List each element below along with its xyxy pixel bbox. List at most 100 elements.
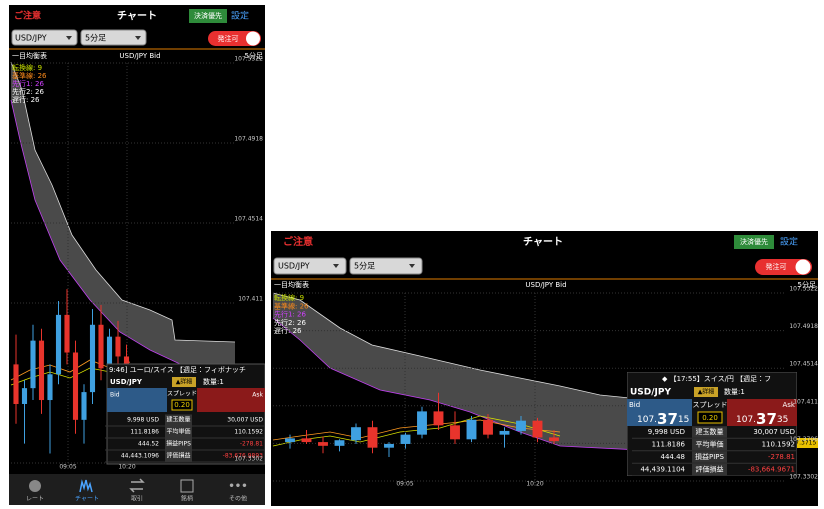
indicator-param: 遅行: 26: [12, 95, 40, 104]
ask-price-big: 37: [756, 410, 777, 428]
detail[interactable]: ▲詳細: [698, 388, 715, 396]
row-label: 損益PIPS: [695, 452, 725, 461]
y-tick-label: 107.411: [793, 398, 818, 405]
row-value: 444.52: [138, 441, 159, 448]
y-tick-label: 107.5322: [789, 286, 818, 293]
nav-item[interactable]: チャート: [75, 496, 99, 503]
candle-body: [21, 388, 28, 404]
y-tick-label: 107.4918: [234, 136, 263, 143]
spread: 0.20: [702, 414, 718, 422]
candle-body: [72, 352, 79, 420]
candle-body: [549, 437, 559, 442]
pair-select[interactable]: [11, 29, 78, 46]
bid-price-head: 107.: [637, 415, 657, 425]
row-value: -278.81: [240, 441, 263, 448]
ask[interactable]: Ask: [783, 401, 796, 409]
settings[interactable]: 設定: [231, 11, 249, 22]
candle-body: [47, 374, 53, 401]
nav-item[interactable]: 銘柄: [181, 495, 193, 503]
nav-item[interactable]: その他: [229, 495, 247, 503]
candle-body: [318, 442, 328, 446]
bid-cell[interactable]: [107, 388, 167, 412]
ask-cell[interactable]: [727, 399, 797, 426]
row-value: 30,007 USD: [753, 428, 795, 436]
row-value: 110.1592: [762, 441, 795, 449]
candle-body: [499, 430, 510, 435]
row-label-bg: [692, 451, 727, 463]
quantity: 数量:1: [724, 387, 745, 396]
nav-bar: ••• レート チャート 取引 銘柄 その他: [9, 474, 265, 505]
indicator-param: 転換線: 9: [12, 63, 42, 72]
candle-body: [38, 340, 45, 401]
row-label: 平均単価: [696, 440, 724, 449]
indicator-param: 基準線: 26: [274, 301, 309, 310]
row-value: 111.8186: [652, 441, 686, 449]
y-tick-label: 107.5322: [234, 56, 263, 63]
candle-body: [13, 364, 19, 404]
ask-cell[interactable]: [197, 388, 265, 412]
priority-label[interactable]: 決済優先: [740, 237, 768, 246]
timeframe-label[interactable]: 5分足: [354, 262, 375, 271]
y-tick-label: 107.3302: [234, 456, 263, 463]
caution[interactable]: ご注意: [14, 10, 41, 22]
row-value: -83,664.9671: [748, 466, 795, 474]
order-label[interactable]: 発注可: [218, 34, 239, 43]
row-value: -83,676.9893: [223, 453, 264, 460]
pair-label[interactable]: USD/JPY: [15, 34, 47, 43]
caution[interactable]: ご注意: [283, 235, 313, 248]
timeframe-label[interactable]: 5分足: [85, 34, 106, 43]
row-label: 平均単価: [166, 428, 190, 436]
indicator-param: 遅行: 26: [274, 326, 302, 335]
ask-price-head: 107.: [736, 415, 756, 425]
spread-label: スプレッド: [167, 391, 197, 398]
bid-cell[interactable]: [627, 399, 692, 426]
row-value: 30,007 USD: [227, 417, 263, 424]
bid[interactable]: Bid: [629, 401, 640, 409]
candle-body: [450, 425, 460, 440]
chart-timeframe: 5分足: [798, 280, 816, 289]
candle-body: [301, 438, 312, 443]
timeframe-select[interactable]: [80, 29, 147, 46]
phone-screen: ご注意 チャート 決済優先 設定 USD/JPY 5分足 発注可 一目均衡表 U…: [9, 5, 265, 505]
settings[interactable]: 設定: [780, 237, 798, 248]
candle-body: [64, 314, 70, 353]
detail[interactable]: ▲詳細: [176, 378, 193, 386]
detail-button[interactable]: [694, 387, 718, 397]
nav-item[interactable]: 取引: [131, 495, 143, 503]
indicator: 一目均衡表: [12, 51, 47, 60]
priority-label[interactable]: 決済優先: [194, 11, 222, 20]
pair-label[interactable]: USD/JPY: [278, 262, 310, 271]
indicator-param: 転換線: 9: [274, 293, 304, 302]
candle-body: [351, 427, 361, 441]
bid-price[interactable]: 107.3715: [637, 410, 689, 428]
order-panel: 9:46] ユーロ/スイス 【週足：フィボナッチ USD/JPY ▲詳細 数量:…: [105, 363, 265, 465]
indicator-param: 先行2: 26: [12, 87, 44, 96]
ask-price[interactable]: 107.3735: [736, 410, 788, 428]
y-tick-label: 107.4918: [789, 323, 818, 330]
symbol: USD/JPY Bid: [525, 281, 566, 289]
candle-body: [115, 336, 121, 357]
row-label-bg: [165, 438, 192, 450]
nav-icon: [29, 480, 41, 492]
timeframe-select[interactable]: [349, 257, 423, 275]
ask[interactable]: Ask: [252, 392, 263, 399]
quantity: 数量:1: [203, 377, 224, 386]
nav-item[interactable]: レート: [26, 496, 44, 503]
candle-body: [433, 411, 444, 426]
spread-label: スプレッド: [693, 401, 728, 409]
y-tick-label: 107.3302: [789, 474, 818, 481]
indicator-param: 先行1: 26: [274, 310, 306, 319]
candle-body: [334, 440, 345, 446]
candle-body: [89, 324, 96, 393]
row-value: 44,439.1104: [640, 466, 685, 474]
y-tick-label: 107.4514: [789, 361, 818, 368]
candle-body: [98, 324, 104, 369]
order-label[interactable]: 発注可: [766, 262, 787, 271]
priority-button[interactable]: [734, 235, 774, 249]
indicator-param: 先行1: 26: [12, 79, 44, 88]
detail-button[interactable]: [172, 377, 196, 387]
pair-select[interactable]: [273, 257, 347, 275]
priority-button[interactable]: [189, 9, 227, 23]
bid[interactable]: Bid: [110, 392, 120, 399]
